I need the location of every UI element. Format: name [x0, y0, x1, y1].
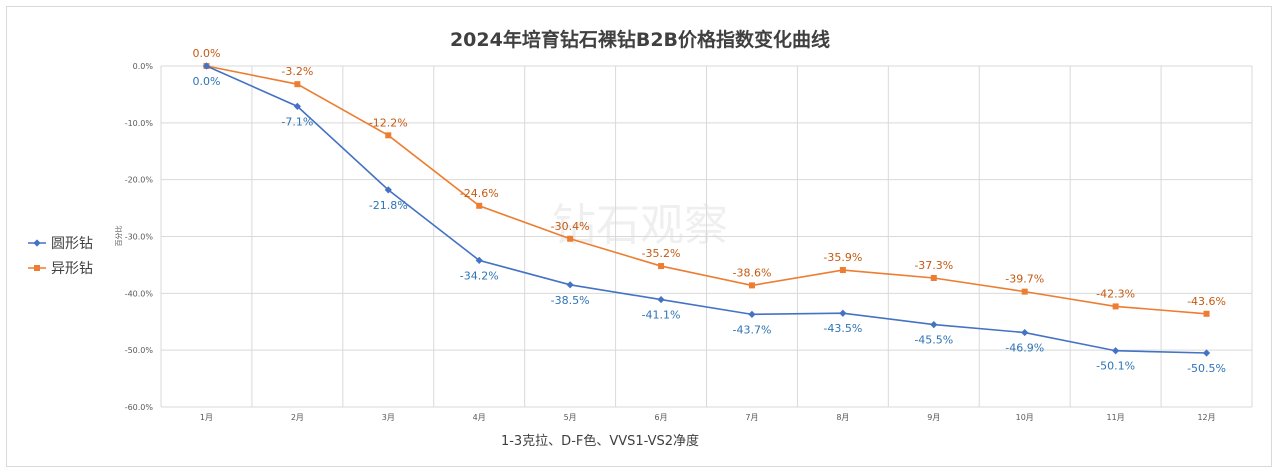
- legend-marker: [34, 265, 40, 271]
- data-label: -3.2%: [281, 65, 313, 78]
- x-tick-label: 9月: [927, 413, 940, 422]
- data-label: -39.7%: [1005, 273, 1044, 286]
- y-tick-label: -10.0%: [125, 119, 154, 128]
- data-point: [658, 263, 665, 270]
- x-tick-label: 3月: [382, 413, 395, 422]
- gridlines: [160, 65, 1253, 408]
- x-tick-label: 4月: [473, 413, 486, 422]
- x-axis-ticks: 1月 2月 3月 4月 5月 6月 7月 8月 9月 10月 11月 12月: [200, 413, 1216, 422]
- data-label: -21.8%: [369, 199, 408, 212]
- y-tick-label: -20.0%: [125, 176, 154, 185]
- data-label: -46.9%: [1005, 342, 1044, 355]
- data-label: -43.7%: [732, 323, 771, 336]
- data-label: -50.1%: [1096, 360, 1135, 373]
- x-tick-label: 6月: [654, 413, 667, 422]
- x-tick-label: 12月: [1197, 413, 1215, 422]
- data-label: -34.2%: [460, 269, 499, 282]
- series-layer: [202, 62, 1211, 357]
- data-point: [839, 309, 847, 317]
- data-point: [202, 62, 211, 70]
- y-tick-label: -40.0%: [125, 289, 154, 298]
- data-label: -35.9%: [823, 251, 862, 264]
- x-axis-label: 1-3克拉、D-F色、VVS1-VS2净度: [501, 433, 699, 449]
- data-point: [1112, 347, 1120, 355]
- data-point: [839, 267, 846, 274]
- data-point: [657, 295, 665, 304]
- legend-label: 圆形钻: [51, 236, 93, 252]
- x-tick-label: 1月: [200, 413, 213, 422]
- series-line: [206, 65, 1207, 315]
- data-point: [476, 202, 483, 209]
- x-tick-label: 11月: [1107, 413, 1125, 422]
- data-point: [567, 235, 574, 242]
- data-label: -45.5%: [914, 334, 953, 347]
- data-label: -24.6%: [460, 187, 499, 200]
- data-label: 0.0%: [192, 75, 220, 88]
- y-axis-label: 百分比: [114, 226, 123, 247]
- x-tick-label: 8月: [836, 413, 849, 422]
- legend-marker: [33, 239, 41, 247]
- data-point: [930, 320, 938, 329]
- x-tick-label: 5月: [564, 413, 577, 422]
- data-label: -38.6%: [732, 266, 771, 279]
- series-line: [206, 65, 1207, 354]
- y-axis-ticks: 0.0% -10.0% -20.0% -30.0% -40.0% -50.0% -60.0%: [125, 62, 154, 412]
- data-point: [1021, 288, 1028, 295]
- data-label: -7.1%: [281, 115, 313, 128]
- data-point: [566, 281, 574, 289]
- data-point: [748, 310, 756, 318]
- chart-title: 2024年培育钻石裸钻B2B价格指数变化曲线: [450, 28, 830, 51]
- data-label: -35.2%: [642, 247, 681, 260]
- y-tick-label: -50.0%: [125, 346, 154, 355]
- y-tick-label: -30.0%: [125, 233, 154, 242]
- x-tick-label: 7月: [745, 413, 758, 422]
- data-label: -43.5%: [823, 322, 862, 335]
- legend-label: 异形钻: [51, 261, 93, 277]
- y-tick-label: -60.0%: [125, 403, 154, 412]
- data-point: [1112, 303, 1119, 310]
- data-label: -38.5%: [551, 294, 590, 307]
- data-point: [1021, 328, 1029, 337]
- data-label: -12.2%: [369, 116, 408, 129]
- data-point: [293, 102, 301, 110]
- y-tick-label: 0.0%: [133, 62, 154, 71]
- data-label: -50.5%: [1187, 362, 1226, 375]
- data-label: -43.6%: [1187, 295, 1226, 308]
- data-label: -37.3%: [914, 259, 953, 272]
- data-label: 0.0%: [192, 47, 220, 60]
- data-point: [294, 81, 301, 88]
- data-point: [748, 282, 755, 289]
- data-point: [1203, 310, 1210, 317]
- data-point: [930, 274, 937, 281]
- data-labels: 0.0% -3.2% -12.2% -24.6% -30.4% -35.2% -38.6% -…: [192, 47, 1226, 375]
- data-point: [385, 132, 392, 139]
- data-label: -41.1%: [642, 309, 681, 322]
- data-point: [475, 256, 483, 264]
- data-label: -42.3%: [1096, 287, 1135, 300]
- data-point: [384, 186, 392, 194]
- data-point: [1202, 349, 1211, 357]
- data-label: -30.4%: [551, 220, 590, 233]
- x-tick-label: 10月: [1016, 413, 1034, 422]
- x-tick-label: 2月: [291, 413, 304, 422]
- chart-frame: [6, 6, 1272, 467]
